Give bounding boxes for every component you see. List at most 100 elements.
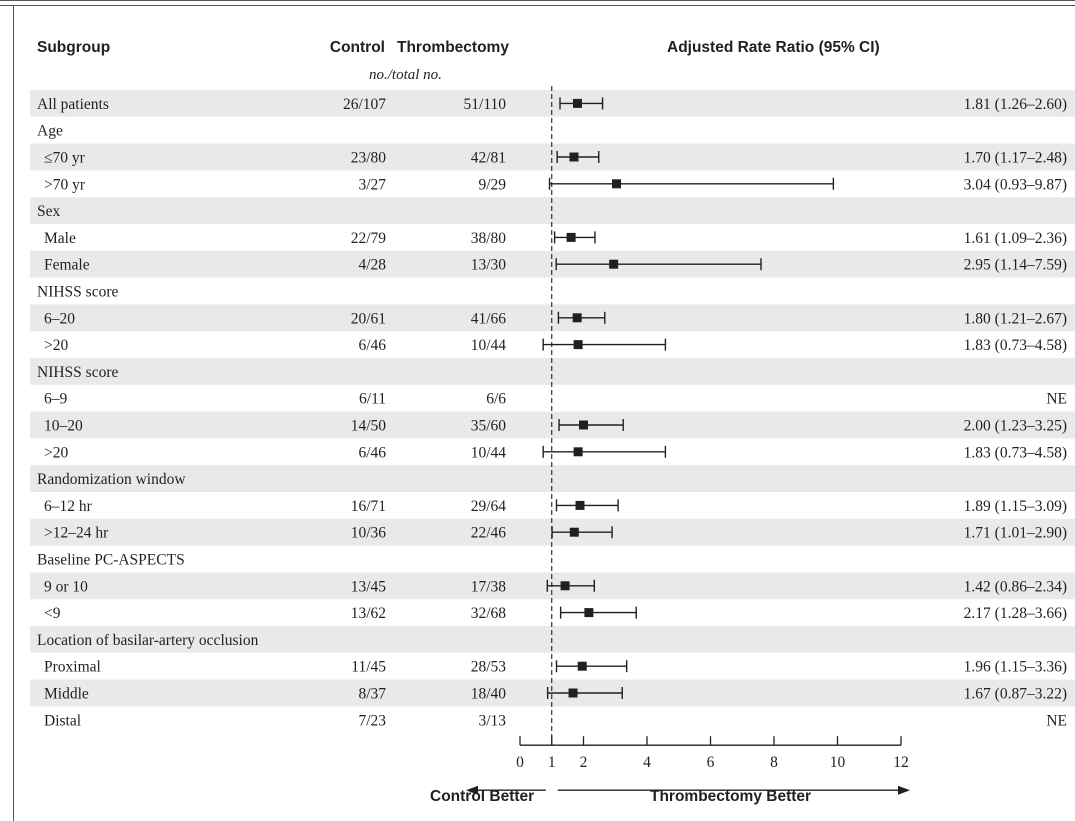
tick-label: 6 xyxy=(707,754,715,771)
left-rule xyxy=(13,5,14,821)
control-count: 6/11 xyxy=(359,391,386,408)
tick-label: 0 xyxy=(516,754,524,771)
group-label: Location of basilar-artery occlusion xyxy=(37,632,259,649)
tick-label: 8 xyxy=(770,754,778,771)
x-axis: 0 1 2 4 6 8 10 12 xyxy=(466,86,910,795)
tick-label: 4 xyxy=(643,754,651,771)
rate-ratio-text: 1.80 (1.21–2.67) xyxy=(964,310,1067,327)
subgroup-label: 10–20 xyxy=(44,418,83,435)
row-band xyxy=(30,250,1075,278)
rate-ratio-text: 1.71 (1.01–2.90) xyxy=(964,525,1067,542)
group-label: NIHSS score xyxy=(37,364,118,381)
rate-ratio-text: 1.70 (1.17–2.48) xyxy=(964,150,1067,167)
rate-ratio-text: 3.04 (0.93–9.87) xyxy=(964,176,1067,193)
point-estimate xyxy=(572,313,582,323)
group-label: NIHSS score xyxy=(37,284,118,301)
rate-ratio-text: 1.81 (1.26–2.60) xyxy=(964,96,1067,113)
rate-ratio-text: 1.96 (1.15–3.36) xyxy=(964,659,1067,676)
point-estimate xyxy=(569,152,579,162)
subgroup-label: Proximal xyxy=(44,659,101,676)
subgroup-label: 9 or 10 xyxy=(44,578,88,595)
group-label: Sex xyxy=(37,203,61,220)
thrombectomy-count: 10/44 xyxy=(471,444,507,461)
subgroup-label: 6–9 xyxy=(44,391,68,408)
rate-ratio-text: 1.83 (0.73–4.58) xyxy=(964,337,1067,354)
subgroup-label: 6–12 hr xyxy=(44,498,93,515)
tick-label: 2 xyxy=(580,754,588,771)
subgroup-label: Middle xyxy=(44,686,89,703)
group-label: Baseline PC-ASPECTS xyxy=(37,552,185,569)
control-count: 23/80 xyxy=(351,150,387,167)
control-count: 8/37 xyxy=(358,686,386,703)
point-estimate xyxy=(566,232,576,242)
row-band xyxy=(30,626,1075,653)
header-subheader: no./total no. xyxy=(369,67,442,83)
row-band xyxy=(30,411,1075,439)
subgroup-label: All patients xyxy=(37,96,109,113)
point-estimate xyxy=(573,340,583,350)
subgroup-label: 6–20 xyxy=(44,310,75,327)
point-estimate xyxy=(573,447,583,457)
subgroup-label: >70 yr xyxy=(44,176,86,193)
thrombectomy-count: 32/68 xyxy=(471,605,507,622)
subgroup-label: ≤70 yr xyxy=(44,150,86,167)
control-count: 6/46 xyxy=(358,444,386,461)
subgroup-label: >20 xyxy=(44,444,68,461)
thrombectomy-count: 10/44 xyxy=(471,337,507,354)
point-estimate xyxy=(575,500,585,510)
control-count: 11/45 xyxy=(351,659,386,676)
rate-ratio-text: 2.17 (1.28–3.66) xyxy=(964,605,1067,622)
rate-ratio-text: 1.83 (0.73–4.58) xyxy=(964,444,1067,461)
label-thrombectomy-better: Thrombectomy Better xyxy=(650,788,811,805)
thrombectomy-count: 22/46 xyxy=(471,525,507,542)
label-control-better: Control Better xyxy=(430,788,534,805)
row-band xyxy=(30,358,1075,385)
top-rule-inner xyxy=(0,5,1075,6)
thrombectomy-count: 18/40 xyxy=(471,686,507,703)
thrombectomy-count: 9/29 xyxy=(478,176,506,193)
control-count: 3/27 xyxy=(358,176,386,193)
rate-ratio-text: 1.89 (1.15–3.09) xyxy=(964,498,1067,515)
rate-ratio-text: NE xyxy=(1046,712,1067,729)
control-count: 26/107 xyxy=(343,96,386,113)
subgroup-label: Female xyxy=(44,257,90,274)
header-subgroup: Subgroup xyxy=(37,39,110,56)
control-count: 10/36 xyxy=(351,525,387,542)
control-count: 22/79 xyxy=(351,230,387,247)
subgroup-label: Distal xyxy=(44,712,81,729)
arrow-right-head xyxy=(898,785,910,795)
tick-label: 10 xyxy=(830,754,846,771)
thrombectomy-count: 13/30 xyxy=(471,257,507,274)
control-count: 7/23 xyxy=(358,712,386,729)
point-estimate xyxy=(577,661,587,671)
thrombectomy-count: 35/60 xyxy=(471,418,507,435)
thrombectomy-count: 3/13 xyxy=(478,712,506,729)
control-count: 13/45 xyxy=(351,578,387,595)
thrombectomy-count: 29/64 xyxy=(471,498,507,515)
control-count: 16/71 xyxy=(351,498,386,515)
point-estimate xyxy=(569,527,579,537)
rate-ratio-text: NE xyxy=(1046,391,1067,408)
header-control: Control xyxy=(330,39,385,56)
group-label: Randomization window xyxy=(37,471,186,488)
rate-ratio-text: 1.67 (0.87–3.22) xyxy=(964,686,1067,703)
row-band xyxy=(30,465,1075,492)
point-estimate xyxy=(612,179,622,189)
tick-label: 12 xyxy=(893,754,909,771)
point-estimate xyxy=(579,420,588,430)
rate-ratio-text: 2.00 (1.23–3.25) xyxy=(964,418,1067,435)
ci-marks xyxy=(542,97,835,699)
group-label: Age xyxy=(37,123,63,140)
thrombectomy-count: 42/81 xyxy=(471,150,506,167)
top-rule xyxy=(0,0,1075,1)
rows: All patients 26/107 51/110 1.81 (1.26–2.60)… xyxy=(37,96,1067,729)
subgroup-label: <9 xyxy=(44,605,61,622)
row-band xyxy=(30,143,1075,171)
subgroup-label: >20 xyxy=(44,337,68,354)
rate-ratio-text: 1.61 (1.09–2.36) xyxy=(964,230,1067,247)
thrombectomy-count: 51/110 xyxy=(464,96,507,113)
control-count: 4/28 xyxy=(358,257,386,274)
rate-ratio-text: 2.95 (1.14–7.59) xyxy=(964,257,1067,274)
thrombectomy-count: 17/38 xyxy=(471,578,507,595)
thrombectomy-count: 38/80 xyxy=(471,230,507,247)
